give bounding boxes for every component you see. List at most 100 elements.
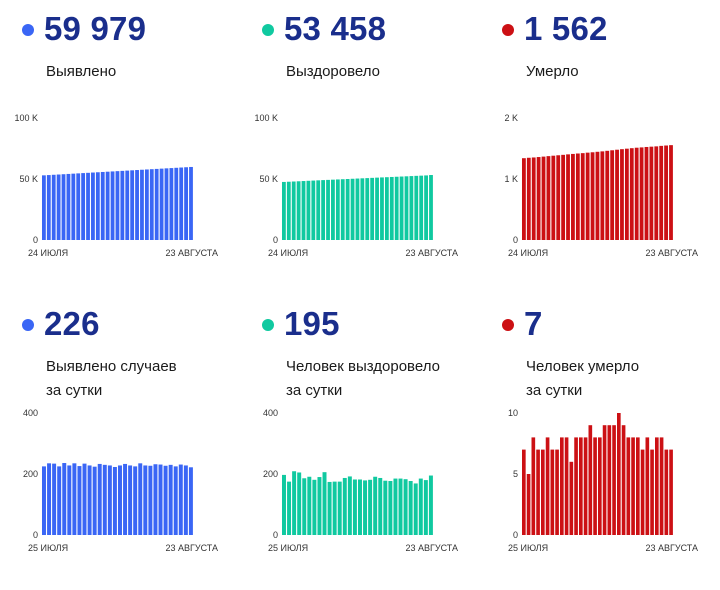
bar xyxy=(590,152,595,240)
bar xyxy=(158,464,163,535)
bar xyxy=(655,437,659,535)
stat-label-line: Умерло xyxy=(526,63,579,80)
x-end-label: 23 АВГУСТА xyxy=(405,248,458,258)
bar xyxy=(664,449,669,535)
bar xyxy=(404,176,409,240)
bar xyxy=(307,476,312,535)
stat-label: Выявлено xyxy=(46,60,116,84)
bar xyxy=(615,149,619,240)
bar xyxy=(561,154,566,240)
bar xyxy=(546,156,551,241)
x-end-label: 23 АВГУСТА xyxy=(645,543,698,553)
stat-value: 53 458 xyxy=(284,10,387,47)
bar xyxy=(292,471,297,535)
bar xyxy=(531,437,536,535)
bar xyxy=(123,463,128,535)
bar xyxy=(669,145,673,240)
y-tick-label: 0 xyxy=(513,235,518,245)
bar xyxy=(664,145,668,240)
bar xyxy=(143,465,148,535)
bar xyxy=(424,175,428,240)
stat-value: 195 xyxy=(284,305,340,342)
bar xyxy=(375,177,379,240)
bar xyxy=(399,176,404,240)
stat-label-line: за сутки xyxy=(286,382,343,399)
bar xyxy=(76,173,81,240)
bar xyxy=(378,477,383,535)
bar xyxy=(409,176,414,240)
bar xyxy=(380,177,384,240)
stat-value: 1 562 xyxy=(524,10,608,47)
bar xyxy=(423,480,428,535)
bar xyxy=(600,151,605,240)
bar xyxy=(337,481,342,536)
y-tick-label: 1 K xyxy=(504,174,518,184)
bar xyxy=(659,145,664,240)
y-tick-label: 5 xyxy=(513,469,518,479)
bar xyxy=(659,437,664,535)
stat-value: 7 xyxy=(524,305,543,342)
bar xyxy=(536,157,541,240)
bar xyxy=(574,437,578,535)
bar xyxy=(575,153,580,240)
bar xyxy=(331,179,335,240)
bar xyxy=(340,179,345,240)
bar xyxy=(393,478,398,535)
bar xyxy=(531,157,536,240)
bar xyxy=(636,437,640,535)
bar xyxy=(358,479,362,535)
bar xyxy=(370,177,375,240)
bar-chart: 0 200 400 25 ИЮЛЯ 23 АВГУСТА xyxy=(263,408,458,553)
bar xyxy=(189,166,193,240)
bar xyxy=(398,478,403,535)
bar xyxy=(77,466,82,535)
y-tick-label: 0 xyxy=(33,530,38,540)
bar xyxy=(571,153,575,240)
bar xyxy=(610,150,615,240)
bar xyxy=(394,176,399,240)
bar xyxy=(301,181,306,240)
x-end-label: 23 АВГУСТА xyxy=(165,543,218,553)
bar xyxy=(174,167,179,240)
bar xyxy=(522,158,526,240)
panel-detected-daily: 226 Выявлено случаев за сутки 0 200 400 25 ИЮЛ… xyxy=(0,295,240,590)
bar xyxy=(649,146,654,240)
panel-recovered-daily: 195 Человек выздоровело за сутки 0 200 400 25 … xyxy=(240,295,480,590)
bar xyxy=(384,177,389,240)
bar xyxy=(179,167,184,240)
x-start-label: 24 ИЮЛЯ xyxy=(508,248,548,258)
bar xyxy=(46,175,51,240)
bar xyxy=(634,147,639,240)
y-tick-label: 0 xyxy=(273,235,278,245)
bar xyxy=(81,173,86,240)
bar xyxy=(332,481,337,536)
bar xyxy=(140,169,144,240)
stat-value: 59 979 xyxy=(44,10,147,47)
y-tick-label: 400 xyxy=(23,408,38,418)
bar xyxy=(184,167,188,240)
x-end-label: 23 АВГУСТА xyxy=(165,248,218,258)
bar xyxy=(327,481,332,535)
stat-label: Человек выздоровело за сутки xyxy=(286,355,440,403)
bar xyxy=(629,148,634,240)
bar xyxy=(429,175,433,240)
bar xyxy=(144,169,149,240)
bar xyxy=(286,181,291,240)
bar xyxy=(579,437,583,535)
legend-dot-icon xyxy=(22,24,34,36)
bar xyxy=(105,171,110,240)
x-end-label: 23 АВГУСТА xyxy=(405,543,458,553)
bar xyxy=(583,437,588,535)
bar xyxy=(526,157,531,240)
bar xyxy=(148,465,153,535)
bar xyxy=(47,463,52,535)
bar xyxy=(321,180,326,240)
bar xyxy=(138,463,143,535)
bar xyxy=(71,173,76,240)
bar xyxy=(282,474,286,535)
bar xyxy=(115,171,120,240)
panel-recovered-total: 53 458 Выздоровело 0 50 K 100 K 24 ИЮЛЯ 23 АВГ… xyxy=(240,0,480,295)
bar xyxy=(595,151,600,240)
bar xyxy=(128,465,133,535)
legend-dot-icon xyxy=(502,319,514,331)
